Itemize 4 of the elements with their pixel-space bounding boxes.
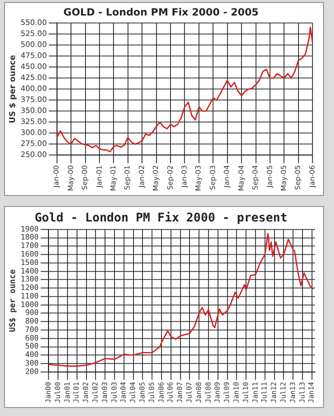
chart-title: GOLD - London PM Fix 2000 - 2005: [63, 8, 259, 19]
y-axis-title: US$ per ounce: [8, 269, 17, 332]
y-axis-title: US $ per ounce: [8, 54, 17, 124]
chart-title: Gold - London PM Fix 2000 - present: [34, 210, 288, 224]
